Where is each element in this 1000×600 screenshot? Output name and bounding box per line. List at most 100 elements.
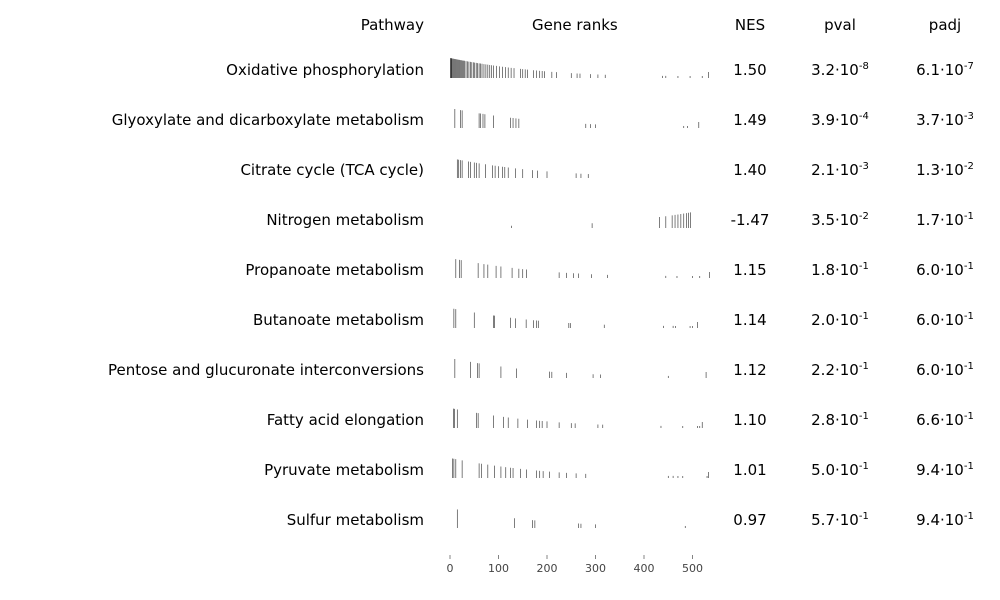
pval-value: 3.2·10-8: [790, 60, 890, 80]
pathway-row: Pyruvate metabolism 1.01 5.0·10-1 9.4·10-1: [0, 460, 1000, 510]
pathway-name: Glyoxylate and dicarboxylate metabolism: [111, 111, 424, 129]
padj-value-mantissa: 6.0·10: [916, 361, 964, 379]
padj-value: 6.1·10-7: [895, 60, 995, 80]
pathway-row: Oxidative phosphorylation 1.50 3.2·10-8 6.1…: [0, 60, 1000, 110]
header-padj: padj: [928, 16, 962, 34]
padj-value-exponent: -1: [963, 511, 974, 522]
pval-value-exponent: -3: [858, 161, 869, 172]
pval-value: 5.0·10-1: [790, 460, 890, 480]
padj-value-exponent: -1: [963, 311, 974, 322]
gene-rank-ticks: [455, 259, 710, 278]
header-gene-ranks: Gene ranks: [532, 16, 618, 34]
padj-value-mantissa: 9.4·10: [916, 461, 964, 479]
padj-value-exponent: -3: [963, 111, 974, 122]
pval-value-exponent: -1: [858, 511, 869, 522]
padj-value-mantissa: 3.7·10: [916, 111, 964, 129]
pval-value-exponent: -2: [858, 211, 869, 222]
pval-value-mantissa: 5.0·10: [811, 461, 859, 479]
gene-rank-ticks: [453, 308, 698, 328]
nes-value: 1.50: [733, 61, 767, 79]
pval-value-exponent: -8: [858, 61, 869, 72]
pathway-name: Pentose and glucuronate interconversions: [108, 361, 424, 379]
padj-value-mantissa: 6.6·10: [916, 411, 964, 429]
pval-value-mantissa: 2.1·10: [811, 161, 859, 179]
pval-value: 3.9·10-4: [790, 110, 890, 130]
pathway-row: Nitrogen metabolism -1.47 3.5·10-2 1.7·10-1: [0, 210, 1000, 260]
pathway-name: Fatty acid elongation: [266, 411, 424, 429]
pathway-name: Nitrogen metabolism: [266, 211, 424, 229]
pval-value-mantissa: 3.5·10: [811, 211, 859, 229]
nes-value: 1.49: [733, 111, 767, 129]
pathway-row: Fatty acid elongation 1.10 2.8·10-1 6.6·10-…: [0, 410, 1000, 460]
gene-rank-ticks: [454, 108, 700, 128]
pval-value-mantissa: 1.8·10: [811, 261, 859, 279]
pval-value-exponent: -4: [858, 111, 869, 122]
padj-value-mantissa: 6.0·10: [916, 261, 964, 279]
pval-value: 2.8·10-1: [790, 410, 890, 430]
gene-rank-x-axis: 0 100 200 300 400 500: [447, 555, 703, 575]
pval-value-exponent: -1: [858, 461, 869, 472]
nes-value: 1.12: [733, 361, 767, 379]
pathway-row: Butanoate metabolism 1.14 2.0·10-1 6.0·10-1: [0, 310, 1000, 360]
pval-value: 2.2·10-1: [790, 360, 890, 380]
pathway-row: Pentose and glucuronate interconversions…: [0, 360, 1000, 410]
pval-value-exponent: -1: [858, 311, 869, 322]
header-pathway: Pathway: [360, 16, 424, 34]
padj-value: 9.4·10-1: [895, 460, 995, 480]
pval-value: 2.0·10-1: [790, 310, 890, 330]
pval-value: 3.5·10-2: [790, 210, 890, 230]
padj-value-mantissa: 1.3·10: [916, 161, 964, 179]
pathway-row: Sulfur metabolism 0.97 5.7·10-1 9.4·10-1: [0, 510, 1000, 560]
pathway-name: Citrate cycle (TCA cycle): [240, 161, 424, 179]
x-tick-label: 500: [682, 562, 703, 575]
padj-value-exponent: -1: [963, 361, 974, 372]
x-tick-label: 400: [634, 562, 655, 575]
pval-value: 5.7·10-1: [790, 510, 890, 530]
gene-rank-ticks: [456, 159, 589, 178]
padj-value-exponent: -1: [963, 411, 974, 422]
pathway-name: Propanoate metabolism: [245, 261, 424, 279]
nes-value: 0.97: [733, 511, 767, 529]
pval-value-mantissa: 3.9·10: [811, 111, 859, 129]
x-tick-label: 200: [537, 562, 558, 575]
gene-rank-ticks: [456, 509, 686, 528]
padj-value-exponent: -1: [963, 461, 974, 472]
padj-value-mantissa: 9.4·10: [916, 511, 964, 529]
gene-rank-ticks: [452, 458, 709, 478]
pathway-name: Pyruvate metabolism: [264, 461, 424, 479]
pathway-row: Glyoxylate and dicarboxylate metabolism 1…: [0, 110, 1000, 160]
pval-value-mantissa: 5.7·10: [811, 511, 859, 529]
nes-value: 1.40: [733, 161, 767, 179]
padj-value: 6.6·10-1: [895, 410, 995, 430]
padj-value-mantissa: 1.7·10: [916, 211, 964, 229]
nes-value: 1.10: [733, 411, 767, 429]
nes-value: -1.47: [730, 211, 770, 229]
padj-value: 6.0·10-1: [895, 260, 995, 280]
gene-rank-ticks: [454, 358, 707, 378]
padj-value: 9.4·10-1: [895, 510, 995, 530]
padj-value-exponent: -1: [963, 261, 974, 272]
nes-value: 1.01: [733, 461, 767, 479]
padj-value-mantissa: 6.1·10: [916, 61, 964, 79]
pval-value: 1.8·10-1: [790, 260, 890, 280]
header-nes: NES: [734, 16, 766, 34]
pathway-row: Propanoate metabolism 1.15 1.8·10-1 6.0·10-…: [0, 260, 1000, 310]
x-tick-label: 0: [447, 562, 454, 575]
nes-value: 1.14: [733, 311, 767, 329]
padj-value: 6.0·10-1: [895, 310, 995, 330]
header-pval: pval: [824, 16, 856, 34]
pval-value-mantissa: 3.2·10: [811, 61, 859, 79]
padj-value: 6.0·10-1: [895, 360, 995, 380]
pval-value: 2.1·10-3: [790, 160, 890, 180]
padj-value-exponent: -1: [963, 211, 974, 222]
pathway-name: Oxidative phosphorylation: [226, 61, 424, 79]
pathway-row: Citrate cycle (TCA cycle) 1.40 2.1·10-3 1.3…: [0, 160, 1000, 210]
pval-value-mantissa: 2.8·10: [811, 411, 859, 429]
gene-rank-ticks: [511, 212, 691, 228]
gene-rank-ticks: [450, 58, 709, 78]
x-tick-label: 100: [488, 562, 509, 575]
padj-value-mantissa: 6.0·10: [916, 311, 964, 329]
padj-value: 1.7·10-1: [895, 210, 995, 230]
